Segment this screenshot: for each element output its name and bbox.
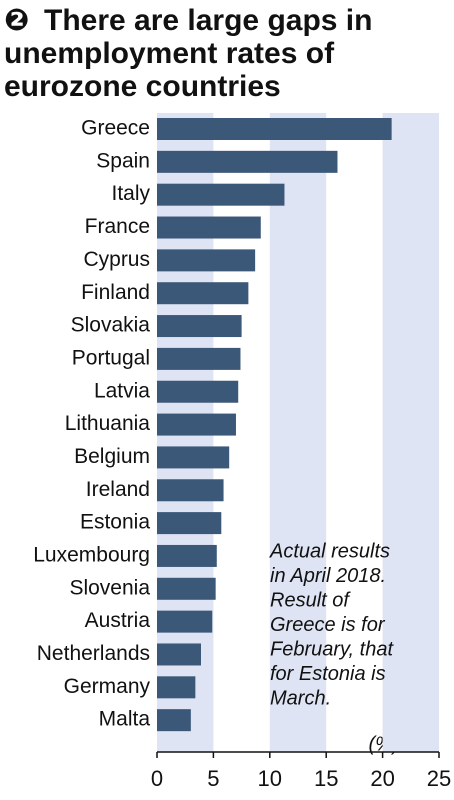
bar: [157, 577, 216, 600]
category-label: Spain: [96, 149, 150, 172]
category-label: Estonia: [80, 511, 150, 534]
background-band: [269, 113, 327, 752]
category-label: Greece: [81, 117, 150, 140]
bar: [157, 709, 191, 732]
category-label: Luxembourg: [33, 543, 150, 566]
x-tick-label: 25: [427, 766, 451, 791]
x-tick-label: 5: [207, 766, 219, 791]
bar: [157, 512, 222, 535]
background-band: [382, 113, 439, 752]
annotation: for Estonia is: [270, 663, 386, 685]
category-label: Austria: [85, 609, 151, 632]
bar: [157, 479, 224, 502]
category-label: Ireland: [86, 478, 150, 501]
bar: [157, 150, 338, 173]
x-tick-label: 10: [258, 766, 282, 791]
annotation: Greece is for: [270, 614, 386, 636]
category-label: Latvia: [94, 379, 150, 402]
x-tick-label: 15: [314, 766, 338, 791]
category-label: Finland: [81, 281, 150, 304]
category-label: Cyprus: [83, 248, 150, 271]
bar: [157, 118, 392, 140]
bar: [157, 249, 256, 272]
annotation: March.: [270, 687, 331, 709]
bar: [157, 676, 196, 699]
bar: [157, 643, 201, 666]
category-label: France: [85, 215, 150, 238]
chart-title: There are large gaps in: [44, 4, 372, 37]
bar: [157, 413, 236, 436]
annotation: Result of: [270, 589, 351, 611]
x-tick-label: 0: [151, 766, 163, 791]
annotation: in April 2018.: [270, 565, 386, 587]
bar: [157, 282, 249, 305]
category-label: Slovenia: [69, 576, 150, 599]
bar: [157, 216, 261, 239]
category-label: Lithuania: [65, 412, 151, 435]
bar: [157, 315, 242, 338]
bar: [157, 183, 285, 206]
category-label: Germany: [64, 675, 151, 698]
annotation: Actual results: [269, 540, 390, 562]
chart-title: unemployment rates of: [4, 37, 335, 70]
bar: [157, 544, 217, 567]
category-label: Portugal: [72, 346, 150, 369]
category-label: Italy: [111, 182, 150, 205]
bar: [157, 610, 213, 633]
category-label: Slovakia: [71, 314, 151, 337]
category-label: Malta: [99, 708, 151, 731]
bar: [157, 446, 230, 469]
bar: [157, 380, 239, 403]
chart-title: eurozone countries: [4, 70, 281, 103]
bar: [157, 347, 241, 370]
category-label: Netherlands: [37, 642, 150, 665]
x-tick-label: 20: [370, 766, 394, 791]
title-marker: ❷: [4, 4, 29, 37]
annotation: February, that: [270, 638, 394, 660]
category-label: Belgium: [74, 445, 150, 468]
